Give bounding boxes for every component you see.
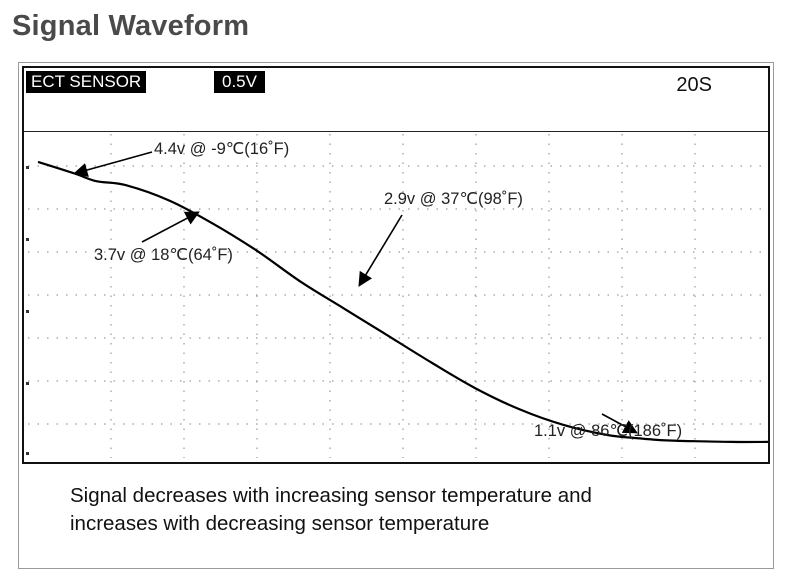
- waveform-plot: 4.4v @ -9℃(16˚F) 3.7v @ 18℃(64˚F) 2.9v @ 3…: [26, 134, 768, 458]
- caption-line-1: Signal decreases with increasing sensor …: [70, 484, 592, 507]
- annotation-label: 1.1v @ 86℃(186˚F): [534, 422, 682, 440]
- caption: Signal decreases with increasing sensor …: [70, 482, 592, 538]
- page-title: Signal Waveform: [12, 10, 250, 42]
- y-tick-mark: [26, 452, 29, 455]
- caption-line-2: increases with decreasing sensor tempera…: [70, 512, 490, 535]
- waveform-trace: [37, 160, 768, 444]
- grid: [28, 134, 764, 458]
- scope-display: ECT SENSOR 0.5V 20S 4.4v @ -9℃(16˚F) 3.7v…: [22, 66, 770, 464]
- annotation-arrow: [73, 151, 153, 177]
- annotation-label: 2.9v @ 37℃(98˚F): [384, 190, 523, 208]
- sensor-label: ECT SENSOR: [26, 71, 147, 93]
- annotation-label: 3.7v @ 18℃(64˚F): [94, 246, 233, 264]
- y-tick-mark: [26, 166, 29, 169]
- annotation-arrow: [141, 211, 200, 243]
- annotation-label: 4.4v @ -9℃(16˚F): [154, 140, 289, 158]
- voltage-scale-label: 0.5V: [214, 71, 265, 93]
- time-base-label: 20S: [676, 74, 712, 96]
- annotation-arrow: [601, 413, 638, 434]
- y-tick-mark: [26, 310, 29, 313]
- y-tick-mark: [26, 238, 29, 241]
- y-tick-mark: [26, 382, 29, 385]
- annotations: 4.4v @ -9℃(16˚F) 3.7v @ 18℃(64˚F) 2.9v @ 3…: [73, 140, 682, 440]
- y-axis-ticks: [26, 166, 29, 455]
- annotation-arrow: [358, 214, 403, 287]
- scope-header: ECT SENSOR 0.5V 20S: [24, 68, 768, 132]
